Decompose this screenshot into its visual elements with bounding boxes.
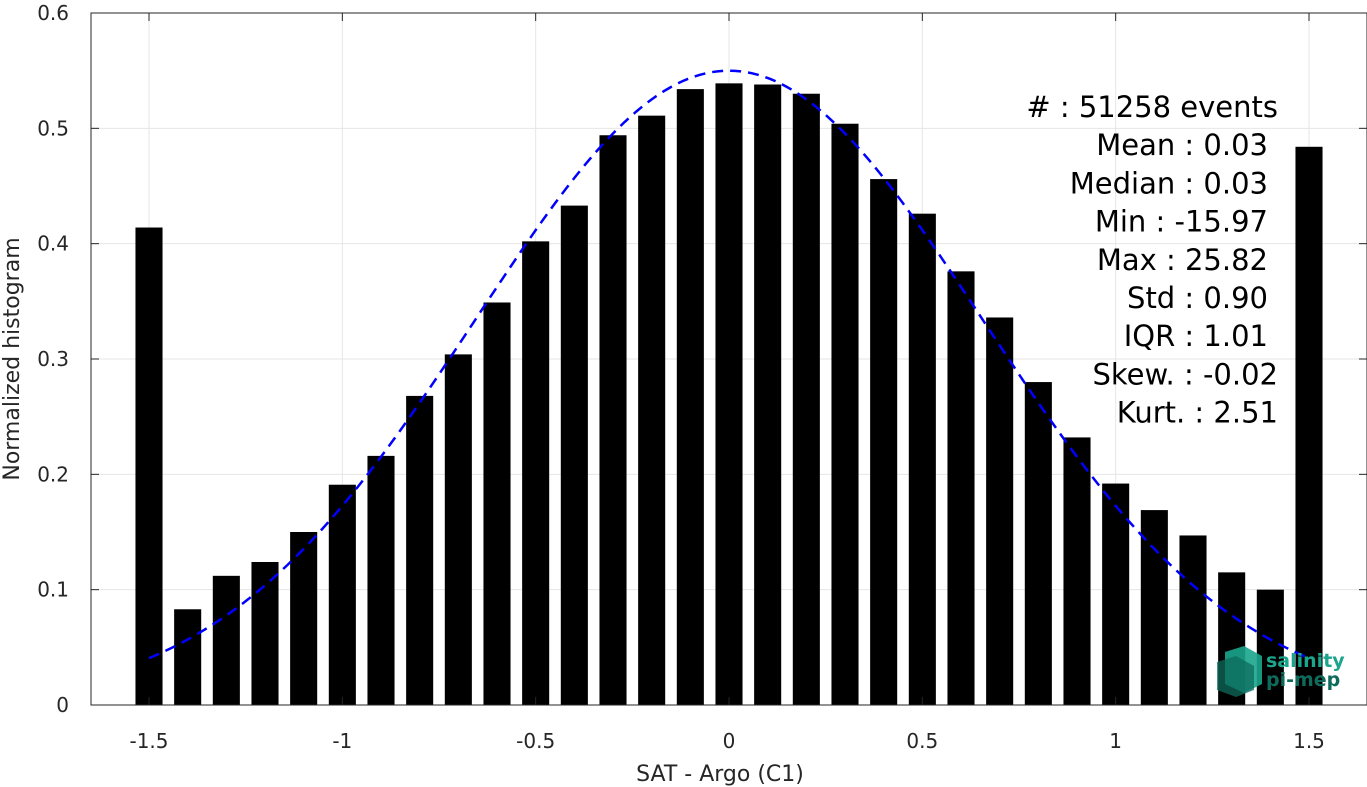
x-tick-label: -1	[332, 729, 352, 753]
histogram-bar	[1102, 483, 1130, 705]
x-tick-label: 1.5	[1293, 729, 1325, 753]
stats-line: Min : -15.97	[1095, 205, 1268, 239]
histogram-bar	[444, 354, 472, 705]
histogram-bar	[251, 561, 279, 705]
histogram-bar	[638, 115, 666, 705]
salinity-pimep-logo: salinity pi-mep	[1217, 646, 1345, 697]
x-tick-label: -1.5	[129, 729, 168, 753]
histogram-bar	[483, 302, 511, 705]
tick-labels: -1.5 -1 -0.5 0 0.5 1 1.5 0 0.1 0.2 0.3 0.4 0.5 0.6	[37, 1, 1325, 753]
histogram-bar	[754, 84, 782, 706]
y-axis-label: Normalized histogram	[0, 237, 25, 480]
stats-line: Max : 25.82	[1097, 243, 1268, 277]
stats-line: Skew. : -0.02	[1092, 357, 1278, 391]
histogram-bar	[290, 532, 318, 705]
histogram-bar	[406, 395, 434, 705]
y-tick-label: 0.2	[37, 462, 69, 486]
bars	[135, 83, 1323, 706]
histogram-bar	[174, 609, 202, 705]
histogram-bar	[599, 135, 627, 706]
histogram-bar	[831, 123, 859, 706]
histogram-bar	[560, 205, 588, 705]
histogram-bar	[947, 271, 975, 705]
logo-cube-icon	[1217, 646, 1262, 697]
stats-line: # : 51258 events	[1026, 90, 1278, 124]
x-axis-label: SAT - Argo (C1)	[636, 762, 804, 787]
stats-annotation: # : 51258 events Mean : 0.03 Median : 0.03…	[1026, 90, 1278, 430]
stats-line: IQR : 1.01	[1124, 319, 1268, 353]
stats-line: Mean : 0.03	[1096, 128, 1268, 162]
y-tick-label: 0	[56, 693, 69, 717]
x-tick-label: 0.5	[906, 729, 938, 753]
stats-line: Kurt. : 2.51	[1117, 396, 1278, 430]
histogram-bar	[1063, 437, 1091, 705]
stats-line: Median : 0.03	[1070, 166, 1268, 200]
y-tick-label: 0.6	[37, 1, 69, 25]
histogram-bar	[908, 213, 936, 705]
histogram-bar	[792, 93, 820, 705]
x-tick-label: -0.5	[516, 729, 555, 753]
histogram-bar	[715, 83, 743, 705]
histogram-bar	[1256, 589, 1284, 705]
y-tick-label: 0.5	[37, 116, 69, 140]
stats-line: Std : 0.90	[1127, 281, 1268, 315]
histogram-bar	[328, 484, 356, 705]
histogram-bar	[1295, 146, 1323, 705]
histogram-bar	[522, 241, 550, 706]
histogram-bar	[870, 179, 898, 705]
y-tick-label: 0.1	[37, 578, 69, 602]
histogram-bar	[1140, 510, 1168, 705]
y-tick-label: 0.4	[37, 232, 69, 256]
x-tick-label: 1	[1109, 729, 1122, 753]
logo-text-line2: pi-mep	[1266, 669, 1340, 691]
histogram-bar	[676, 89, 704, 706]
axis-ticks	[91, 12, 1367, 706]
y-tick-label: 0.3	[37, 347, 69, 371]
histogram-bar	[135, 227, 163, 705]
x-tick-label: 0	[723, 729, 736, 753]
logo-text-line1: salinity	[1266, 650, 1345, 672]
histogram-bar	[986, 317, 1014, 705]
histogram-bar	[367, 455, 395, 705]
histogram-bar	[1179, 535, 1207, 705]
gaussian-fit-line	[148, 69, 1310, 660]
histogram-bar	[1024, 382, 1052, 705]
histogram-bar	[212, 575, 240, 705]
